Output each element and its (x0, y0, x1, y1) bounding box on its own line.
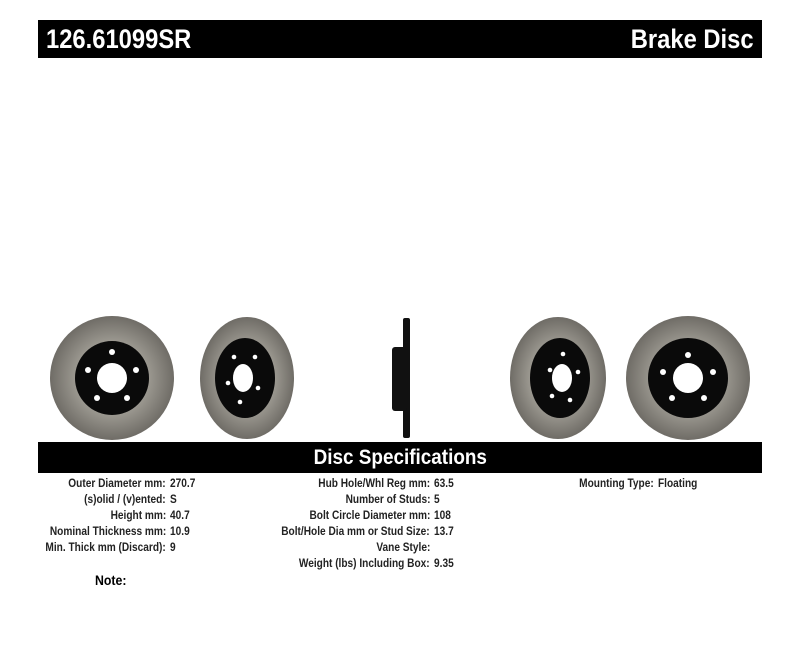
spec-label: Height mm: (110, 510, 166, 522)
product-title: Brake Disc (631, 24, 754, 54)
rotor-angled-view-right (510, 317, 606, 439)
spec-section-title: Disc Specifications (313, 446, 487, 469)
spec-value: 108 (434, 510, 451, 522)
spec-label: Nominal Thickness mm: (49, 526, 166, 538)
rotor-front-view (50, 316, 174, 440)
part-number: 126.61099SR (46, 24, 192, 54)
spec-label: (s)olid / (v)ented: (84, 494, 166, 506)
spec-label: Outer Diameter mm: (68, 478, 166, 490)
spec-label: Min. Thick mm (Discard): (45, 542, 166, 554)
spec-value: 13.7 (434, 526, 454, 538)
spec-label: Hub Hole/Whl Reg mm: (318, 478, 430, 490)
spec-label: Bolt/Hole Dia mm or Stud Size: (281, 526, 430, 538)
spec-value: 270.7 (170, 478, 196, 490)
header-bar: 126.61099SR Brake Disc (38, 20, 762, 58)
rotor-angled-view-left (200, 317, 294, 439)
spec-label: Weight (lbs) Including Box: (299, 558, 430, 570)
note-label: Note: (95, 572, 127, 588)
spec-section-header: Disc Specifications (38, 442, 762, 473)
spec-value: 9 (170, 542, 176, 554)
rotor-side-view (392, 318, 410, 438)
spec-label: Bolt Circle Diameter mm: (309, 510, 430, 522)
spec-label: Mounting Type: (579, 478, 654, 490)
spec-value: 9.35 (434, 558, 454, 570)
spec-label: Number of Studs: (345, 494, 430, 506)
spec-value: 10.9 (170, 526, 190, 538)
rotor-views (50, 316, 750, 440)
spec-value: 40.7 (170, 510, 190, 522)
spec-value: Floating (658, 478, 698, 490)
rotor-back-view (626, 316, 750, 440)
spec-value: 5 (434, 494, 440, 506)
spec-label: Vane Style: (375, 542, 430, 554)
spec-value: S (170, 494, 177, 506)
spec-value: 63.5 (434, 478, 454, 490)
